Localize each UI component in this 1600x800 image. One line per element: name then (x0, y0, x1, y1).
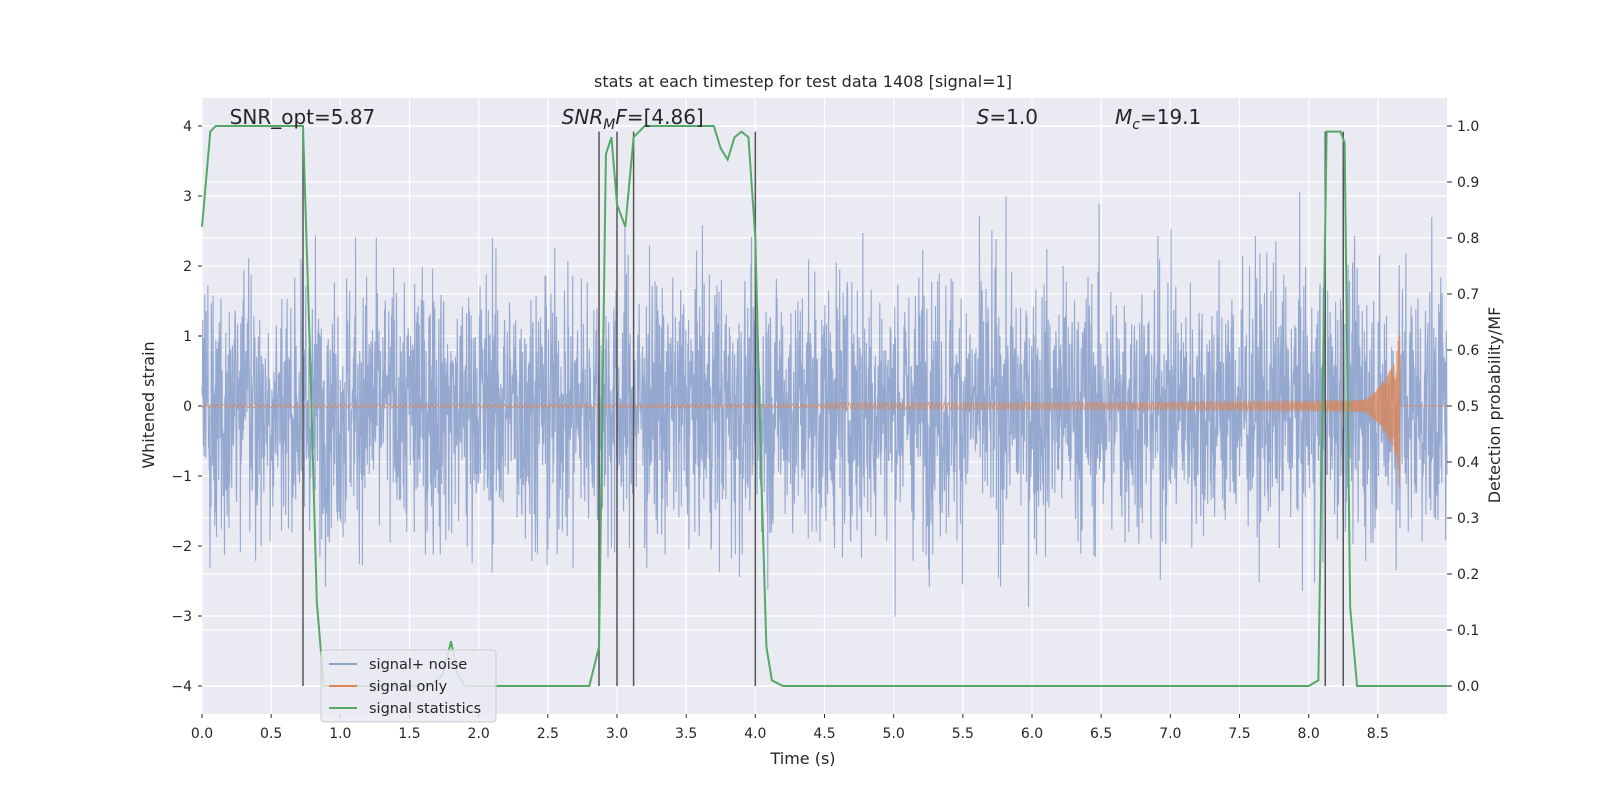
y-left-axis-label: Whitened strain (139, 341, 158, 468)
y-right-tick-label: 0.5 (1457, 399, 1479, 415)
x-tick-label: 1.5 (398, 726, 420, 742)
y-right-tick-label: 0.1 (1457, 623, 1479, 639)
x-tick-label: 2.5 (537, 726, 559, 742)
y-right-tick-label: 0.4 (1457, 455, 1479, 471)
x-axis-label: Time (s) (769, 749, 835, 768)
signal-only-line (201, 334, 1447, 487)
y-right-axis-ticks: 0.0 0.1 0.2 0.3 0.4 0.5 0.6 0.7 0.8 0.9 1.0 (1447, 119, 1479, 695)
x-tick-label: 6.5 (1090, 726, 1112, 742)
x-tick-label: 0.0 (191, 726, 213, 742)
x-tick-label: 5.5 (952, 726, 974, 742)
annotation-s-value: S=1.0 (977, 105, 1038, 129)
x-tick-label: 0.5 (260, 726, 282, 742)
x-tick-label: 4.5 (813, 726, 835, 742)
legend-label: signal only (369, 679, 448, 695)
x-tick-label: 7.0 (1159, 726, 1181, 742)
y-left-tick-label: 1 (183, 329, 192, 345)
legend-label: signal+ noise (369, 657, 467, 673)
series-signal-plus-noise (201, 192, 1448, 617)
y-left-tick-label: 4 (183, 119, 192, 135)
y-left-tick-label: 2 (183, 259, 192, 275)
y-right-tick-label: 0.6 (1457, 343, 1479, 359)
y-left-tick-label: −2 (171, 539, 192, 555)
legend-box (320, 649, 497, 723)
y-right-tick-label: 0.3 (1457, 511, 1479, 527)
series-signal-only (201, 334, 1447, 487)
annotations: SNR_opt=5.87 SNRMF=[4.86] S=1.0 Mc=19.1 (230, 105, 1202, 133)
legend-label: signal statistics (369, 701, 481, 717)
signal-plus-noise-line (201, 192, 1448, 617)
y-right-tick-label: 0.9 (1457, 175, 1479, 191)
y-left-tick-label: −3 (171, 609, 192, 625)
x-tick-label: 2.0 (468, 726, 490, 742)
y-right-tick-label: 0.7 (1457, 287, 1479, 303)
x-tick-label: 6.0 (1021, 726, 1043, 742)
annotation-snr-mf: SNRMF=[4.86] (562, 105, 704, 133)
x-tick-label: 8.0 (1298, 726, 1320, 742)
y-left-tick-label: 0 (183, 399, 192, 415)
x-tick-label: 1.0 (329, 726, 351, 742)
y-right-tick-label: 1.0 (1457, 119, 1479, 135)
x-tick-label: 7.5 (1228, 726, 1250, 742)
annotation-mc-value: Mc=19.1 (1115, 105, 1201, 133)
x-tick-label: 5.0 (883, 726, 905, 742)
x-axis-ticks: 0.0 0.5 1.0 1.5 2.0 2.5 3.0 3.5 4.0 4.5 5.0 5.5 6.0 6… (191, 714, 1389, 742)
x-tick-label: 3.5 (675, 726, 697, 742)
x-tick-label: 8.5 (1367, 726, 1389, 742)
chart-title: stats at each timestep for test data 140… (594, 72, 1012, 91)
y-left-tick-label: 3 (183, 189, 192, 205)
x-tick-label: 4.0 (744, 726, 766, 742)
y-left-tick-label: −4 (171, 679, 192, 695)
y-left-axis-ticks: −4 −3 −2 −1 0 1 2 3 4 (171, 119, 202, 695)
legend: signal+ noise signal only signal statistic… (320, 649, 497, 723)
y-right-axis-label: Detection probability/MF (1485, 307, 1504, 504)
y-right-tick-label: 0.2 (1457, 567, 1479, 583)
y-right-tick-label: 0.8 (1457, 231, 1479, 247)
y-left-tick-label: −1 (171, 469, 192, 485)
x-tick-label: 3.0 (606, 726, 628, 742)
y-right-tick-label: 0.0 (1457, 679, 1479, 695)
annotation-snr-opt: SNR_opt=5.87 (230, 105, 376, 129)
